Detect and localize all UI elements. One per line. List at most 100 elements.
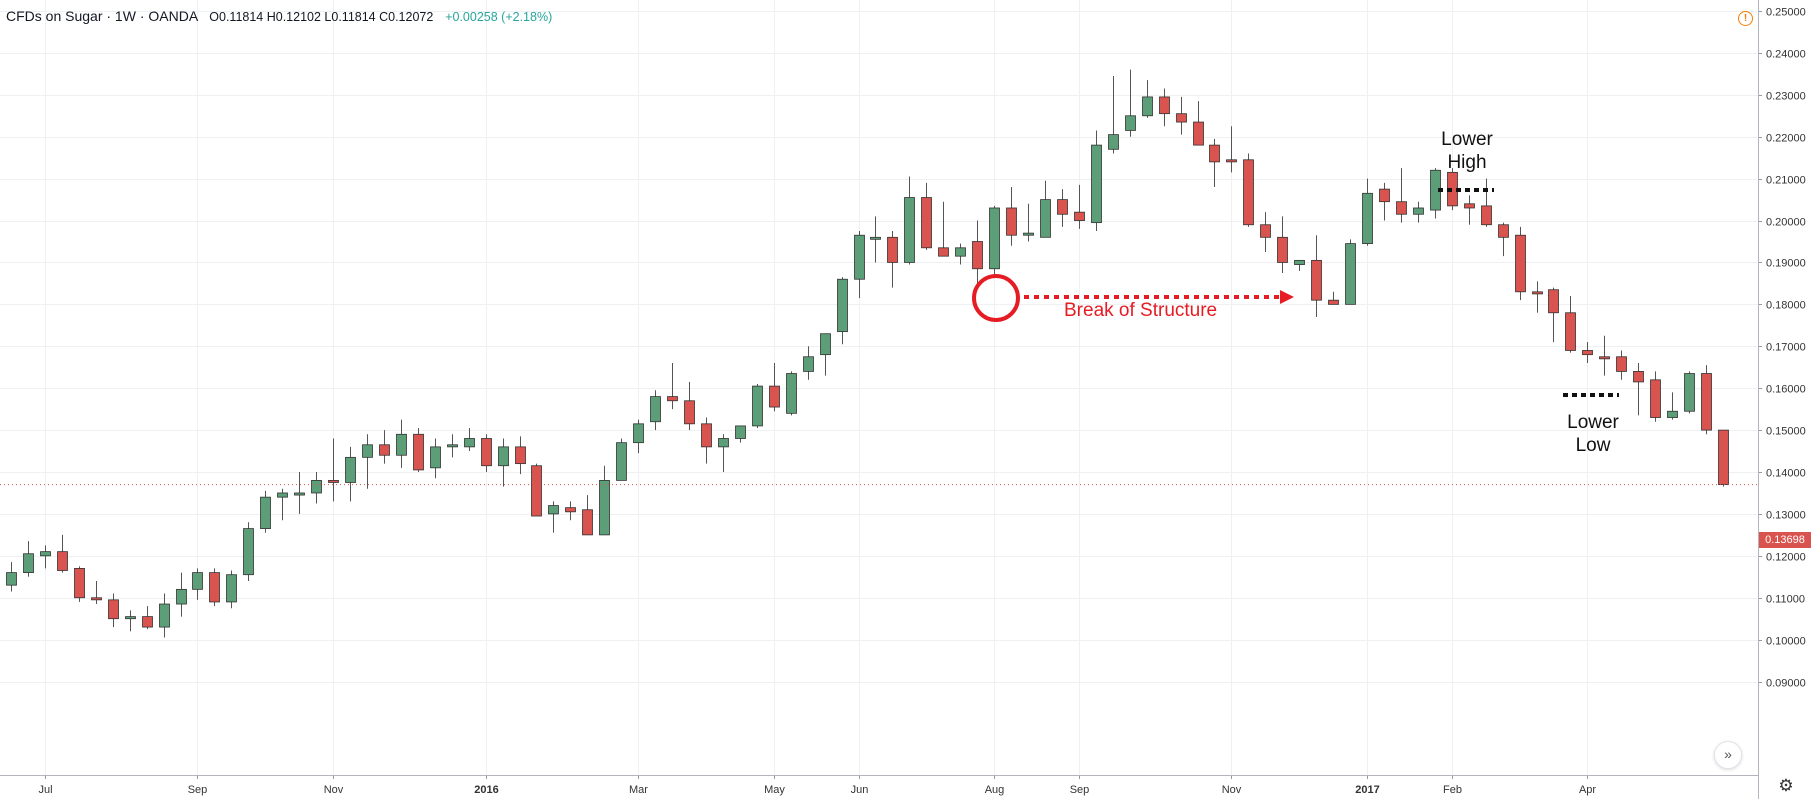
candle[interactable]	[582, 495, 593, 536]
candle[interactable]	[515, 436, 526, 475]
candle[interactable]	[396, 419, 407, 468]
candle[interactable]	[599, 465, 610, 536]
candle[interactable]	[379, 430, 390, 464]
candle[interactable]	[1515, 226, 1526, 301]
candle[interactable]	[989, 205, 1000, 276]
candle[interactable]	[176, 572, 187, 617]
candle[interactable]	[820, 333, 831, 376]
candle[interactable]	[1108, 75, 1119, 154]
candle[interactable]	[1650, 371, 1661, 422]
candle[interactable]	[904, 176, 915, 265]
candle[interactable]	[1040, 180, 1051, 238]
candle[interactable]	[1464, 195, 1475, 225]
candle[interactable]	[803, 346, 814, 380]
candle[interactable]	[192, 568, 203, 600]
candle[interactable]	[430, 438, 441, 479]
candle[interactable]	[616, 438, 627, 481]
candle[interactable]	[1667, 392, 1678, 420]
candle[interactable]	[837, 277, 848, 345]
candle[interactable]	[972, 220, 983, 284]
candle[interactable]	[1565, 295, 1576, 353]
candle[interactable]	[260, 490, 271, 533]
scroll-to-latest-icon[interactable]: »	[1714, 741, 1742, 769]
candle[interactable]	[1481, 178, 1492, 227]
candle[interactable]	[1633, 363, 1644, 416]
candle[interactable]	[125, 610, 136, 632]
candle[interactable]	[1498, 222, 1509, 257]
candle[interactable]	[1159, 88, 1170, 127]
candle[interactable]	[870, 216, 881, 263]
candle[interactable]	[1226, 126, 1237, 173]
candle[interactable]	[277, 488, 288, 521]
candle[interactable]	[887, 231, 898, 288]
candle[interactable]	[684, 381, 695, 431]
candle[interactable]	[1396, 168, 1407, 223]
candle[interactable]	[769, 363, 780, 412]
candle[interactable]	[481, 434, 492, 473]
candle[interactable]	[752, 384, 763, 429]
candle[interactable]	[955, 243, 966, 265]
candle[interactable]	[1176, 96, 1187, 135]
candle[interactable]	[1057, 189, 1068, 227]
candle[interactable]	[1074, 184, 1085, 229]
candle[interactable]	[854, 231, 865, 299]
candle[interactable]	[243, 522, 254, 581]
candle[interactable]	[1209, 138, 1220, 188]
gear-icon[interactable]: ⚙	[1778, 776, 1794, 795]
candle[interactable]	[565, 501, 576, 521]
candle[interactable]	[1599, 335, 1610, 376]
candle[interactable]	[1243, 153, 1254, 227]
candle[interactable]	[938, 201, 949, 257]
candle[interactable]	[159, 593, 170, 638]
candle[interactable]	[142, 606, 153, 630]
candle[interactable]	[74, 566, 85, 602]
candle[interactable]	[1362, 178, 1373, 246]
candle[interactable]	[633, 419, 644, 454]
candle[interactable]	[548, 501, 559, 533]
candle[interactable]	[91, 580, 102, 605]
candle[interactable]	[1193, 101, 1204, 146]
candle[interactable]	[531, 463, 542, 517]
candle[interactable]	[1430, 168, 1441, 219]
warning-icon[interactable]: !	[1738, 11, 1753, 26]
candle[interactable]	[1260, 212, 1271, 252]
candle[interactable]	[1532, 281, 1543, 313]
candle[interactable]	[718, 434, 729, 473]
candle[interactable]	[40, 545, 51, 569]
candle[interactable]	[1006, 187, 1017, 246]
candle[interactable]	[1548, 287, 1559, 343]
candle[interactable]	[209, 568, 220, 607]
candle[interactable]	[1379, 182, 1390, 221]
candle[interactable]	[921, 182, 932, 250]
candle[interactable]	[1142, 80, 1153, 118]
candle[interactable]	[1277, 216, 1288, 273]
candle[interactable]	[23, 541, 34, 577]
symbol-title[interactable]: CFDs on Sugar · 1W · OANDA	[6, 8, 198, 24]
candle[interactable]	[57, 534, 68, 573]
candle[interactable]	[1718, 429, 1729, 487]
candle[interactable]	[328, 438, 339, 502]
candle[interactable]	[1345, 239, 1356, 305]
candle[interactable]	[1294, 259, 1305, 271]
candle[interactable]	[1413, 201, 1424, 223]
candle[interactable]	[1328, 291, 1339, 305]
candle[interactable]	[413, 428, 424, 473]
candle[interactable]	[701, 417, 712, 464]
candle[interactable]	[311, 472, 322, 504]
candle[interactable]	[1125, 69, 1136, 137]
candle[interactable]	[786, 371, 797, 416]
candle[interactable]	[1684, 371, 1695, 414]
candle[interactable]	[735, 425, 746, 443]
candle[interactable]	[498, 438, 509, 487]
candle[interactable]	[108, 593, 119, 628]
candle[interactable]	[226, 570, 237, 609]
candle[interactable]	[1311, 235, 1322, 317]
candle[interactable]	[464, 428, 475, 452]
candle[interactable]	[1616, 350, 1627, 380]
candle[interactable]	[1582, 342, 1593, 364]
candle[interactable]	[362, 434, 373, 489]
candle[interactable]	[1023, 203, 1034, 242]
candle[interactable]	[1701, 365, 1712, 435]
